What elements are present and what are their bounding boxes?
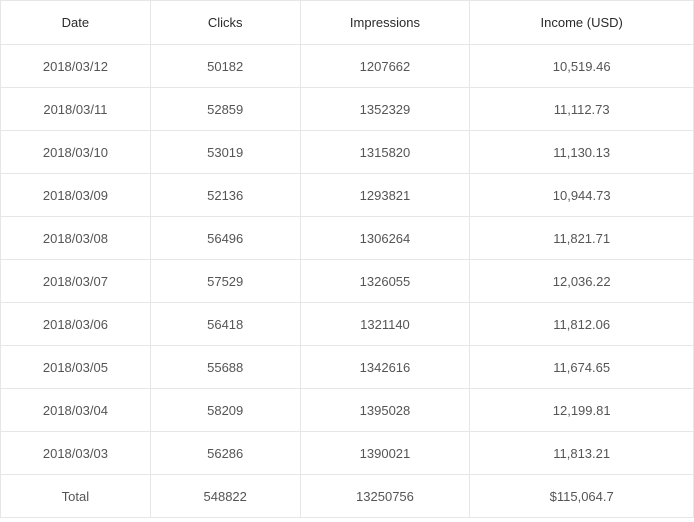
cell-income: 11,130.13 xyxy=(470,131,694,174)
cell-clicks: 52136 xyxy=(150,174,300,217)
cell-impr: 1395028 xyxy=(300,389,470,432)
cell-income: 11,112.73 xyxy=(470,88,694,131)
cell-clicks: 56286 xyxy=(150,432,300,475)
table-row: 2018/03/1053019131582011,130.13 xyxy=(1,131,694,174)
cell-clicks: 57529 xyxy=(150,260,300,303)
cell-income: 10,519.46 xyxy=(470,45,694,88)
table-row: 2018/03/0458209139502812,199.81 xyxy=(1,389,694,432)
table-row: 2018/03/0856496130626411,821.71 xyxy=(1,217,694,260)
cell-income: 10,944.73 xyxy=(470,174,694,217)
cell-income: 11,821.71 xyxy=(470,217,694,260)
cell-date: 2018/03/07 xyxy=(1,260,151,303)
table-body: 2018/03/1250182120766210,519.462018/03/1… xyxy=(1,45,694,475)
footer-cell-clicks: 548822 xyxy=(150,475,300,518)
table-row: 2018/03/0952136129382110,944.73 xyxy=(1,174,694,217)
cell-clicks: 56418 xyxy=(150,303,300,346)
cell-date: 2018/03/12 xyxy=(1,45,151,88)
footer-cell-income: $115,064.7 xyxy=(470,475,694,518)
cell-impr: 1321140 xyxy=(300,303,470,346)
cell-impr: 1342616 xyxy=(300,346,470,389)
cell-impr: 1207662 xyxy=(300,45,470,88)
footer-cell-date: Total xyxy=(1,475,151,518)
table-footer-row: Total54882213250756$115,064.7 xyxy=(1,475,694,518)
table-row: 2018/03/0555688134261611,674.65 xyxy=(1,346,694,389)
cell-clicks: 55688 xyxy=(150,346,300,389)
cell-date: 2018/03/04 xyxy=(1,389,151,432)
table-row: 2018/03/0757529132605512,036.22 xyxy=(1,260,694,303)
cell-income: 12,036.22 xyxy=(470,260,694,303)
table-footer: Total54882213250756$115,064.7 xyxy=(1,475,694,518)
table-header: DateClicksImpressionsIncome (USD) xyxy=(1,1,694,45)
stats-table: DateClicksImpressionsIncome (USD) 2018/0… xyxy=(0,0,694,518)
table-header-row: DateClicksImpressionsIncome (USD) xyxy=(1,1,694,45)
cell-clicks: 53019 xyxy=(150,131,300,174)
cell-date: 2018/03/05 xyxy=(1,346,151,389)
cell-impr: 1390021 xyxy=(300,432,470,475)
table-row: 2018/03/0656418132114011,812.06 xyxy=(1,303,694,346)
cell-date: 2018/03/08 xyxy=(1,217,151,260)
cell-income: 11,812.06 xyxy=(470,303,694,346)
col-header-clicks: Clicks xyxy=(150,1,300,45)
table-row: 2018/03/1250182120766210,519.46 xyxy=(1,45,694,88)
cell-date: 2018/03/10 xyxy=(1,131,151,174)
table-row: 2018/03/0356286139002111,813.21 xyxy=(1,432,694,475)
cell-date: 2018/03/11 xyxy=(1,88,151,131)
cell-date: 2018/03/03 xyxy=(1,432,151,475)
cell-date: 2018/03/06 xyxy=(1,303,151,346)
cell-clicks: 58209 xyxy=(150,389,300,432)
cell-income: 11,674.65 xyxy=(470,346,694,389)
col-header-income: Income (USD) xyxy=(470,1,694,45)
cell-clicks: 50182 xyxy=(150,45,300,88)
col-header-impr: Impressions xyxy=(300,1,470,45)
stats-table-container: DateClicksImpressionsIncome (USD) 2018/0… xyxy=(0,0,694,518)
cell-income: 11,813.21 xyxy=(470,432,694,475)
footer-cell-impr: 13250756 xyxy=(300,475,470,518)
cell-impr: 1293821 xyxy=(300,174,470,217)
cell-impr: 1315820 xyxy=(300,131,470,174)
cell-impr: 1352329 xyxy=(300,88,470,131)
col-header-date: Date xyxy=(1,1,151,45)
table-row: 2018/03/1152859135232911,112.73 xyxy=(1,88,694,131)
cell-impr: 1326055 xyxy=(300,260,470,303)
cell-date: 2018/03/09 xyxy=(1,174,151,217)
cell-clicks: 52859 xyxy=(150,88,300,131)
cell-clicks: 56496 xyxy=(150,217,300,260)
cell-impr: 1306264 xyxy=(300,217,470,260)
cell-income: 12,199.81 xyxy=(470,389,694,432)
